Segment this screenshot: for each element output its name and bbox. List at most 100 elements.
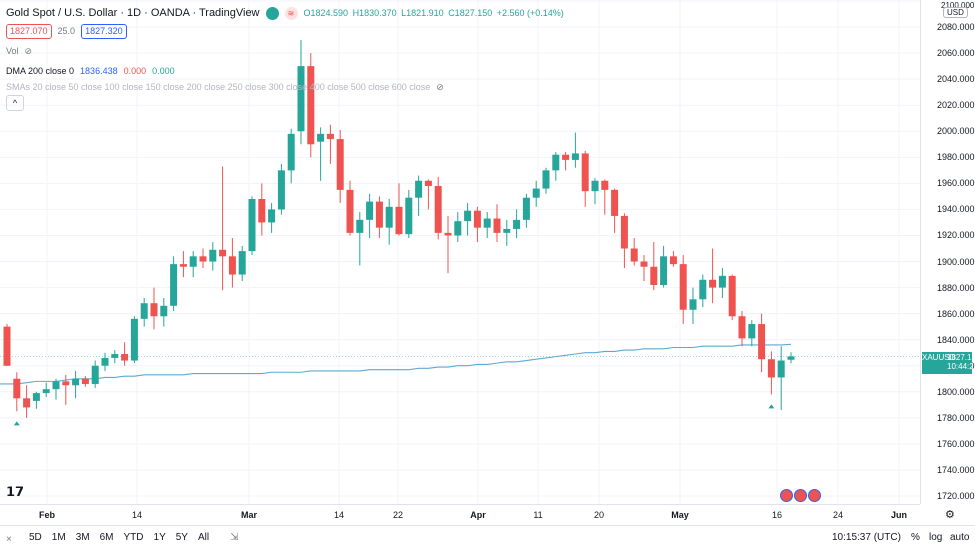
dma-value-1: 1836.438	[80, 66, 118, 76]
candle-body	[640, 261, 648, 267]
range-1m[interactable]: 1M	[51, 532, 66, 543]
candle-body	[777, 360, 785, 378]
auto-toggle[interactable]: auto	[950, 532, 970, 543]
candle-body	[738, 316, 746, 339]
signal-marker-up	[768, 404, 775, 409]
candle-body	[356, 219, 364, 233]
us-flag-icon[interactable]	[808, 489, 821, 502]
candle-body	[718, 275, 726, 288]
candle-body	[630, 248, 638, 262]
candle-body	[395, 206, 403, 235]
candle-body	[62, 381, 70, 386]
high-value: H1830.370	[352, 8, 397, 18]
candle-body	[767, 359, 775, 378]
eye-off-icon[interactable]: ⊘	[24, 45, 33, 56]
time-axis-tick: 16	[771, 510, 783, 520]
candle-body	[552, 154, 560, 171]
candle-body	[179, 264, 187, 267]
candle-body	[150, 303, 158, 317]
candle-body	[728, 275, 736, 317]
candle-body	[91, 365, 99, 384]
chart-area[interactable]	[0, 0, 920, 504]
sell-button[interactable]: 1827.070	[6, 23, 52, 39]
time-axis-tick: Feb	[38, 510, 56, 520]
price-axis-tick: 1840.000	[937, 334, 975, 345]
dma-label: DMA 200 close 0	[6, 66, 75, 76]
price-axis-tick: 2060.000	[937, 48, 975, 59]
eye-off-icon[interactable]: ⊘	[436, 81, 444, 92]
candle-body	[679, 264, 687, 310]
change-value: +2.560 (+0.14%)	[496, 8, 564, 18]
currency-selector[interactable]: USD	[943, 7, 968, 18]
last-price-value: 1827.150	[947, 353, 975, 362]
close-value: C1827.150	[448, 8, 493, 18]
settings-icon[interactable]: ⚙	[945, 509, 955, 521]
candle-body	[454, 221, 462, 236]
price-axis-tick: 1880.000	[937, 282, 975, 293]
spread-value: 25.0	[57, 26, 76, 36]
price-axis-tick: 1800.000	[937, 386, 975, 397]
candle-body	[81, 378, 89, 384]
log-toggle[interactable]: log	[929, 532, 943, 543]
price-axis-tick: 1740.000	[937, 464, 975, 475]
candle-body	[287, 133, 295, 171]
event-markers[interactable]	[780, 489, 821, 502]
candle-body	[415, 180, 423, 198]
us-flag-icon[interactable]	[794, 489, 807, 502]
range-5y[interactable]: 5Y	[175, 532, 188, 543]
candle-body	[121, 354, 129, 361]
range-3m[interactable]: 3M	[75, 532, 90, 543]
symbol-label: XAUUSD	[922, 353, 956, 362]
volume-row: Vol ⊘	[6, 43, 566, 59]
us-flag-icon[interactable]	[780, 489, 793, 502]
volume-label: Vol	[6, 46, 19, 56]
price-axis-tick: 1860.000	[937, 308, 975, 319]
price-axis[interactable]: 2100.000 USD 2080.000 2060.000 2040.000 202…	[920, 0, 975, 504]
candle-body	[581, 153, 589, 192]
time-axis-tick: Jun	[890, 510, 908, 520]
candle-body	[562, 154, 570, 160]
chevron-up-icon[interactable]: ^	[6, 95, 24, 111]
tradingview-logo-icon[interactable]: 𝟭𝟳	[6, 484, 25, 499]
countdown-label: 10:44:22	[947, 362, 975, 371]
time-axis[interactable]: Feb 14 Mar 14 22 Apr 11 20 May 16 24 Jun	[0, 504, 920, 525]
range-buttons: 5D 1M 3M 6M YTD 1Y 5Y All	[24, 532, 214, 543]
candle-body	[591, 180, 599, 192]
range-5d[interactable]: 5D	[29, 532, 42, 543]
candle-body	[620, 215, 628, 249]
price-axis-tick: 1940.000	[937, 204, 975, 215]
range-1y[interactable]: 1Y	[153, 532, 166, 543]
percent-toggle[interactable]: %	[911, 532, 920, 543]
range-ytd[interactable]: YTD	[123, 532, 144, 543]
candle-body	[611, 189, 619, 216]
date-range-icon[interactable]: ⇲	[230, 532, 239, 543]
candle-body	[571, 153, 579, 160]
candle-body	[473, 210, 481, 228]
buy-button[interactable]: 1827.320	[81, 23, 127, 39]
candle-body	[375, 201, 383, 228]
candle-body	[317, 133, 325, 142]
candle-body	[405, 197, 413, 235]
range-all[interactable]: All	[197, 532, 210, 543]
candle-body	[258, 199, 266, 223]
candle-body	[219, 249, 227, 257]
candle-body	[72, 378, 80, 386]
range-6m[interactable]: 6M	[99, 532, 114, 543]
candle-body	[346, 189, 354, 233]
price-axis-tick: 1900.000	[937, 256, 975, 267]
clock-time[interactable]: 10:15:37 (UTC)	[832, 532, 901, 543]
candle-body	[23, 398, 31, 408]
candle-body	[140, 303, 148, 319]
candle-body	[699, 279, 707, 300]
candle-body	[748, 324, 756, 339]
price-axis-tick: 2040.000	[937, 74, 975, 85]
data-delay-icon[interactable]: ≋	[284, 6, 298, 20]
close-icon[interactable]: ×	[6, 534, 12, 545]
candle-body	[464, 210, 472, 222]
bid-ask-row: 1827.070 25.0 1827.320	[6, 23, 566, 39]
candle-body	[444, 232, 452, 236]
candle-body	[326, 133, 334, 140]
candle-body	[189, 256, 197, 267]
candle-body	[297, 66, 305, 132]
time-axis-tick: 11	[533, 510, 543, 520]
